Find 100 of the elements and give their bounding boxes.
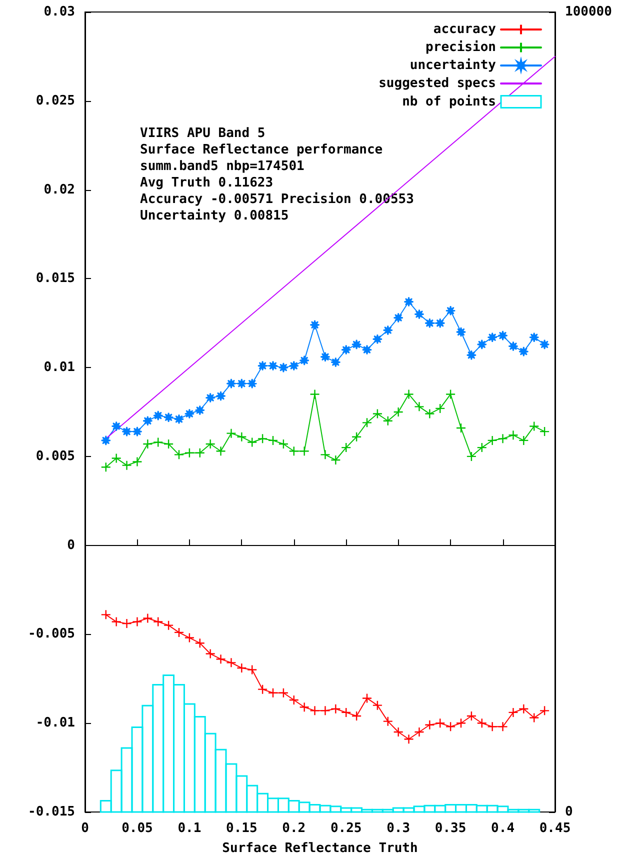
point [153, 616, 164, 627]
point [487, 722, 498, 732]
point [132, 426, 142, 437]
x-tick-label: 0.3 [386, 821, 410, 836]
point [435, 718, 446, 728]
point [498, 330, 508, 341]
point [539, 706, 550, 716]
annotation: Avg Truth 0.11623 [140, 176, 274, 190]
point [539, 426, 550, 437]
point [299, 446, 310, 456]
point [226, 658, 236, 668]
point [174, 414, 184, 424]
point [163, 412, 174, 422]
point [194, 448, 205, 458]
point [122, 618, 132, 629]
point [268, 435, 278, 446]
point [111, 421, 122, 432]
point [498, 722, 508, 732]
point [372, 700, 383, 710]
point [278, 438, 289, 450]
point [372, 408, 383, 419]
point [404, 734, 414, 744]
point [310, 706, 320, 716]
point [456, 422, 466, 434]
point [445, 389, 456, 400]
point [476, 718, 487, 728]
point [372, 334, 383, 344]
point [341, 707, 352, 718]
legend-label: accuracy [433, 22, 496, 37]
point [508, 430, 518, 440]
x-tick-label: 0.15 [226, 821, 258, 836]
point [404, 389, 414, 400]
point [142, 416, 153, 426]
point [404, 296, 414, 307]
point [498, 434, 508, 444]
legend-label: uncertainty [410, 58, 496, 73]
point [341, 442, 352, 453]
point [184, 408, 195, 419]
point [393, 312, 404, 323]
point [310, 389, 320, 400]
point [341, 344, 352, 355]
point [320, 706, 330, 716]
annotation: Surface Reflectance performance [140, 142, 383, 158]
point [445, 306, 456, 316]
point [362, 693, 372, 704]
point [163, 438, 174, 450]
point [153, 410, 164, 421]
x-tick-label: 0.2 [282, 821, 306, 836]
point [508, 341, 518, 352]
point [539, 339, 550, 350]
y-tick-label: -0.005 [28, 626, 75, 642]
point [382, 416, 393, 426]
point [414, 309, 424, 320]
point [111, 453, 122, 464]
y-tick-label: 0.02 [44, 182, 75, 198]
point [278, 688, 289, 698]
x-tick-label: 0.4 [491, 821, 515, 836]
point [299, 355, 310, 366]
point [142, 438, 153, 450]
x-tick-label: 0.25 [330, 821, 362, 836]
point [247, 378, 258, 389]
point [163, 620, 174, 630]
point [435, 403, 446, 414]
point [288, 360, 299, 371]
point [476, 339, 487, 350]
point [226, 428, 236, 438]
point [518, 346, 529, 357]
point [247, 664, 258, 675]
y-tick-label: -0.015 [28, 804, 75, 820]
point [320, 352, 330, 362]
point [132, 456, 142, 467]
point [518, 704, 529, 714]
point [174, 450, 184, 460]
point [529, 712, 540, 723]
y2-tick-label: 100000 [565, 4, 612, 20]
point [456, 718, 466, 728]
point [393, 406, 404, 418]
point [508, 707, 518, 718]
point [257, 684, 268, 694]
point [100, 610, 111, 620]
point [487, 332, 498, 342]
point [487, 435, 498, 446]
legend-label: nb of points [402, 94, 496, 110]
point [174, 627, 184, 638]
point [424, 408, 435, 419]
point [122, 460, 132, 470]
point [424, 318, 435, 328]
y-tick-label: 0.03 [44, 4, 75, 20]
point [330, 357, 341, 368]
point [236, 662, 247, 674]
point [466, 710, 477, 722]
y-tick-label: 0.025 [36, 93, 75, 108]
point [393, 726, 404, 738]
point [424, 720, 435, 730]
point [435, 318, 446, 328]
annotation: Uncertainty 0.00815 [140, 208, 289, 224]
point [205, 392, 216, 403]
y-tick-label: 0 [67, 538, 76, 553]
point [257, 434, 268, 444]
point [236, 378, 247, 389]
